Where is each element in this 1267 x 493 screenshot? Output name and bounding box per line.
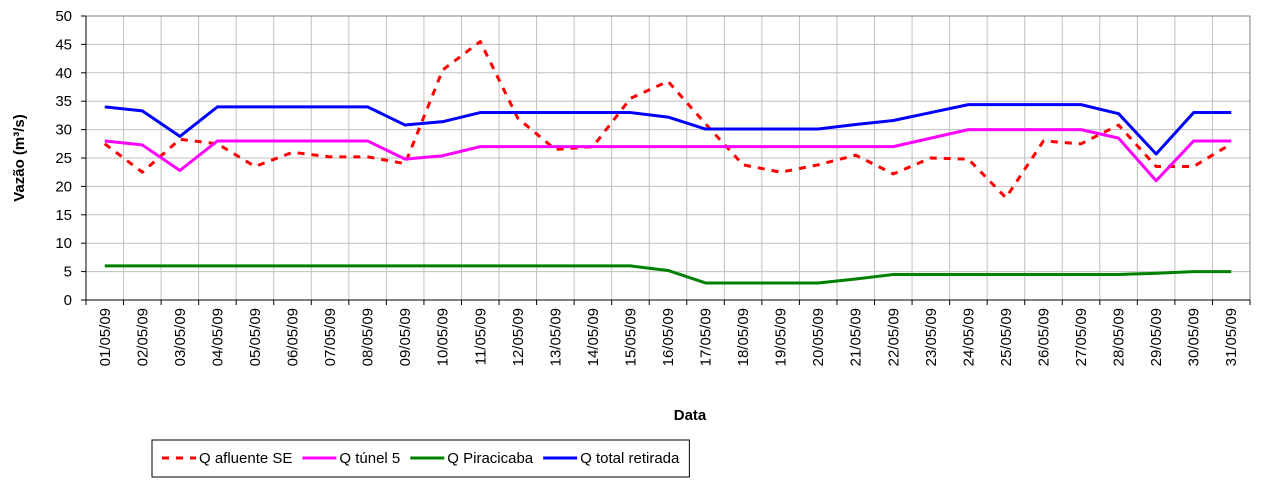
x-tick-label: 18/05/09: [735, 308, 752, 366]
legend: Q afluente SE Q túnel 5 Q Piracicaba Q tota…: [151, 439, 690, 478]
x-tick-label: 21/05/09: [848, 308, 865, 366]
y-tick-label: 25: [55, 150, 72, 167]
y-tick-label: 5: [64, 264, 72, 281]
x-tick-label: 27/05/09: [1073, 308, 1090, 366]
data-line: [104, 128, 1232, 183]
x-tick-label: 12/05/09: [510, 308, 527, 366]
x-tick-label: 22/05/09: [885, 308, 902, 366]
x-tick-label: 08/05/09: [360, 308, 377, 366]
x-tick-label: 07/05/09: [322, 308, 339, 366]
x-axis-title: Data: [674, 407, 707, 424]
x-tick-label: 13/05/09: [547, 308, 564, 366]
y-tick-label: 50: [55, 8, 72, 25]
x-tick-label: 16/05/09: [660, 308, 677, 366]
x-tick-label: 04/05/09: [209, 308, 226, 366]
x-tick-label: 24/05/09: [960, 308, 977, 366]
x-tick-label: 02/05/09: [134, 308, 151, 366]
y-tick-label: 35: [55, 93, 72, 110]
legend-label: Q total retirada: [580, 450, 680, 467]
data-line: [103, 40, 1233, 200]
x-tick-label: 23/05/09: [923, 308, 940, 366]
x-tick-label: 01/05/09: [97, 308, 114, 366]
y-tick-label: 15: [55, 207, 72, 224]
y-tick-label: 10: [55, 235, 72, 252]
x-tick-label: 06/05/09: [285, 308, 302, 366]
x-tick-label: 05/05/09: [247, 308, 264, 366]
x-tick-label: 14/05/09: [585, 308, 602, 366]
data-line: [104, 264, 1232, 285]
legend-label: Q túnel 5: [339, 450, 400, 467]
legend-label: Q Piracicaba: [447, 450, 534, 467]
y-axis-title: Vazão (m³/s): [11, 114, 28, 202]
y-tick-label: 0: [64, 292, 72, 309]
x-tick-label: 31/05/09: [1223, 308, 1240, 366]
x-tick-label: 03/05/09: [172, 308, 189, 366]
x-tick-label: 29/05/09: [1148, 308, 1165, 366]
y-tick-label: 30: [55, 122, 72, 139]
x-tick-label: 26/05/09: [1035, 308, 1052, 366]
x-tick-label: 11/05/09: [472, 308, 489, 365]
x-tick-label: 10/05/09: [435, 308, 452, 366]
y-tick-label: 40: [55, 65, 72, 82]
x-tick-label: 30/05/09: [1186, 308, 1203, 366]
data-line: [104, 103, 1232, 156]
x-tick-label: 20/05/09: [810, 308, 827, 366]
y-tick-label: 20: [55, 178, 72, 195]
x-tick-label: 15/05/09: [622, 308, 639, 366]
x-tick-label: 25/05/09: [998, 308, 1015, 366]
x-tick-label: 19/05/09: [773, 308, 790, 366]
legend-label: Q afluente SE: [199, 450, 292, 467]
x-tick-label: 17/05/09: [698, 308, 715, 366]
y-tick-label: 45: [55, 36, 72, 53]
x-tick-label: 28/05/09: [1111, 308, 1128, 366]
x-tick-label: 09/05/09: [397, 308, 414, 366]
